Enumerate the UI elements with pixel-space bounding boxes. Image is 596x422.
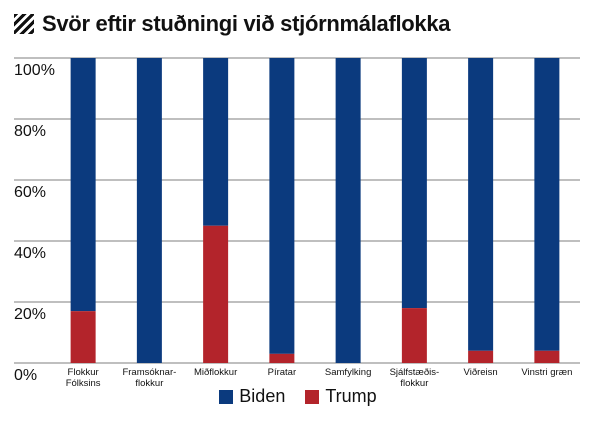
legend-item-trump: Trump — [305, 386, 377, 407]
chart-title: Svör eftir stuðningi við stjórnmálaflokk… — [42, 11, 451, 36]
bar-biden — [269, 58, 295, 354]
bar-biden — [468, 58, 494, 351]
x-tick-label: Samfylking — [325, 367, 371, 378]
bar-trump — [468, 350, 494, 363]
x-tick-label: Vinstri græn — [521, 367, 572, 378]
legend-swatch-biden — [219, 389, 234, 404]
y-tick-label: 20% — [14, 306, 46, 323]
legend-label-trump: Trump — [325, 386, 377, 406]
bar-biden — [70, 58, 96, 312]
y-tick-label: 80% — [14, 123, 46, 140]
legend-label-biden: Biden — [239, 386, 286, 406]
x-tick-label: Sjálfstæðis-flokkur — [390, 367, 440, 389]
y-tick-label: 100% — [14, 62, 55, 79]
x-tick-label: Píratar — [268, 367, 297, 378]
bar-biden — [401, 58, 427, 309]
bar-biden — [335, 58, 361, 363]
bar-trump — [401, 308, 427, 363]
bar-biden — [136, 58, 162, 363]
x-tick-label: Flokkur Fólksins — [66, 367, 101, 389]
x-tick-label: Miðflokkur — [194, 367, 237, 378]
bar-trump — [70, 311, 96, 363]
x-tick-label: Viðreisn — [464, 367, 498, 378]
y-tick-label: 0% — [14, 367, 37, 384]
bar-trump — [534, 350, 560, 363]
y-tick-label: 60% — [14, 184, 46, 201]
bar-trump — [203, 225, 229, 363]
hatch-pattern-icon — [14, 14, 34, 34]
legend-item-biden: Biden — [219, 386, 285, 407]
bar-trump — [269, 353, 295, 363]
y-tick-label: 40% — [14, 245, 46, 262]
chart-title-area: Svör eftir stuðningi við stjórnmálaflokk… — [14, 10, 451, 38]
bar-biden — [203, 58, 229, 226]
x-tick-label: Framsóknar-flokkur — [122, 367, 176, 389]
bar-biden — [534, 58, 560, 351]
legend-swatch-trump — [305, 389, 320, 404]
legend: Biden Trump — [0, 386, 596, 407]
